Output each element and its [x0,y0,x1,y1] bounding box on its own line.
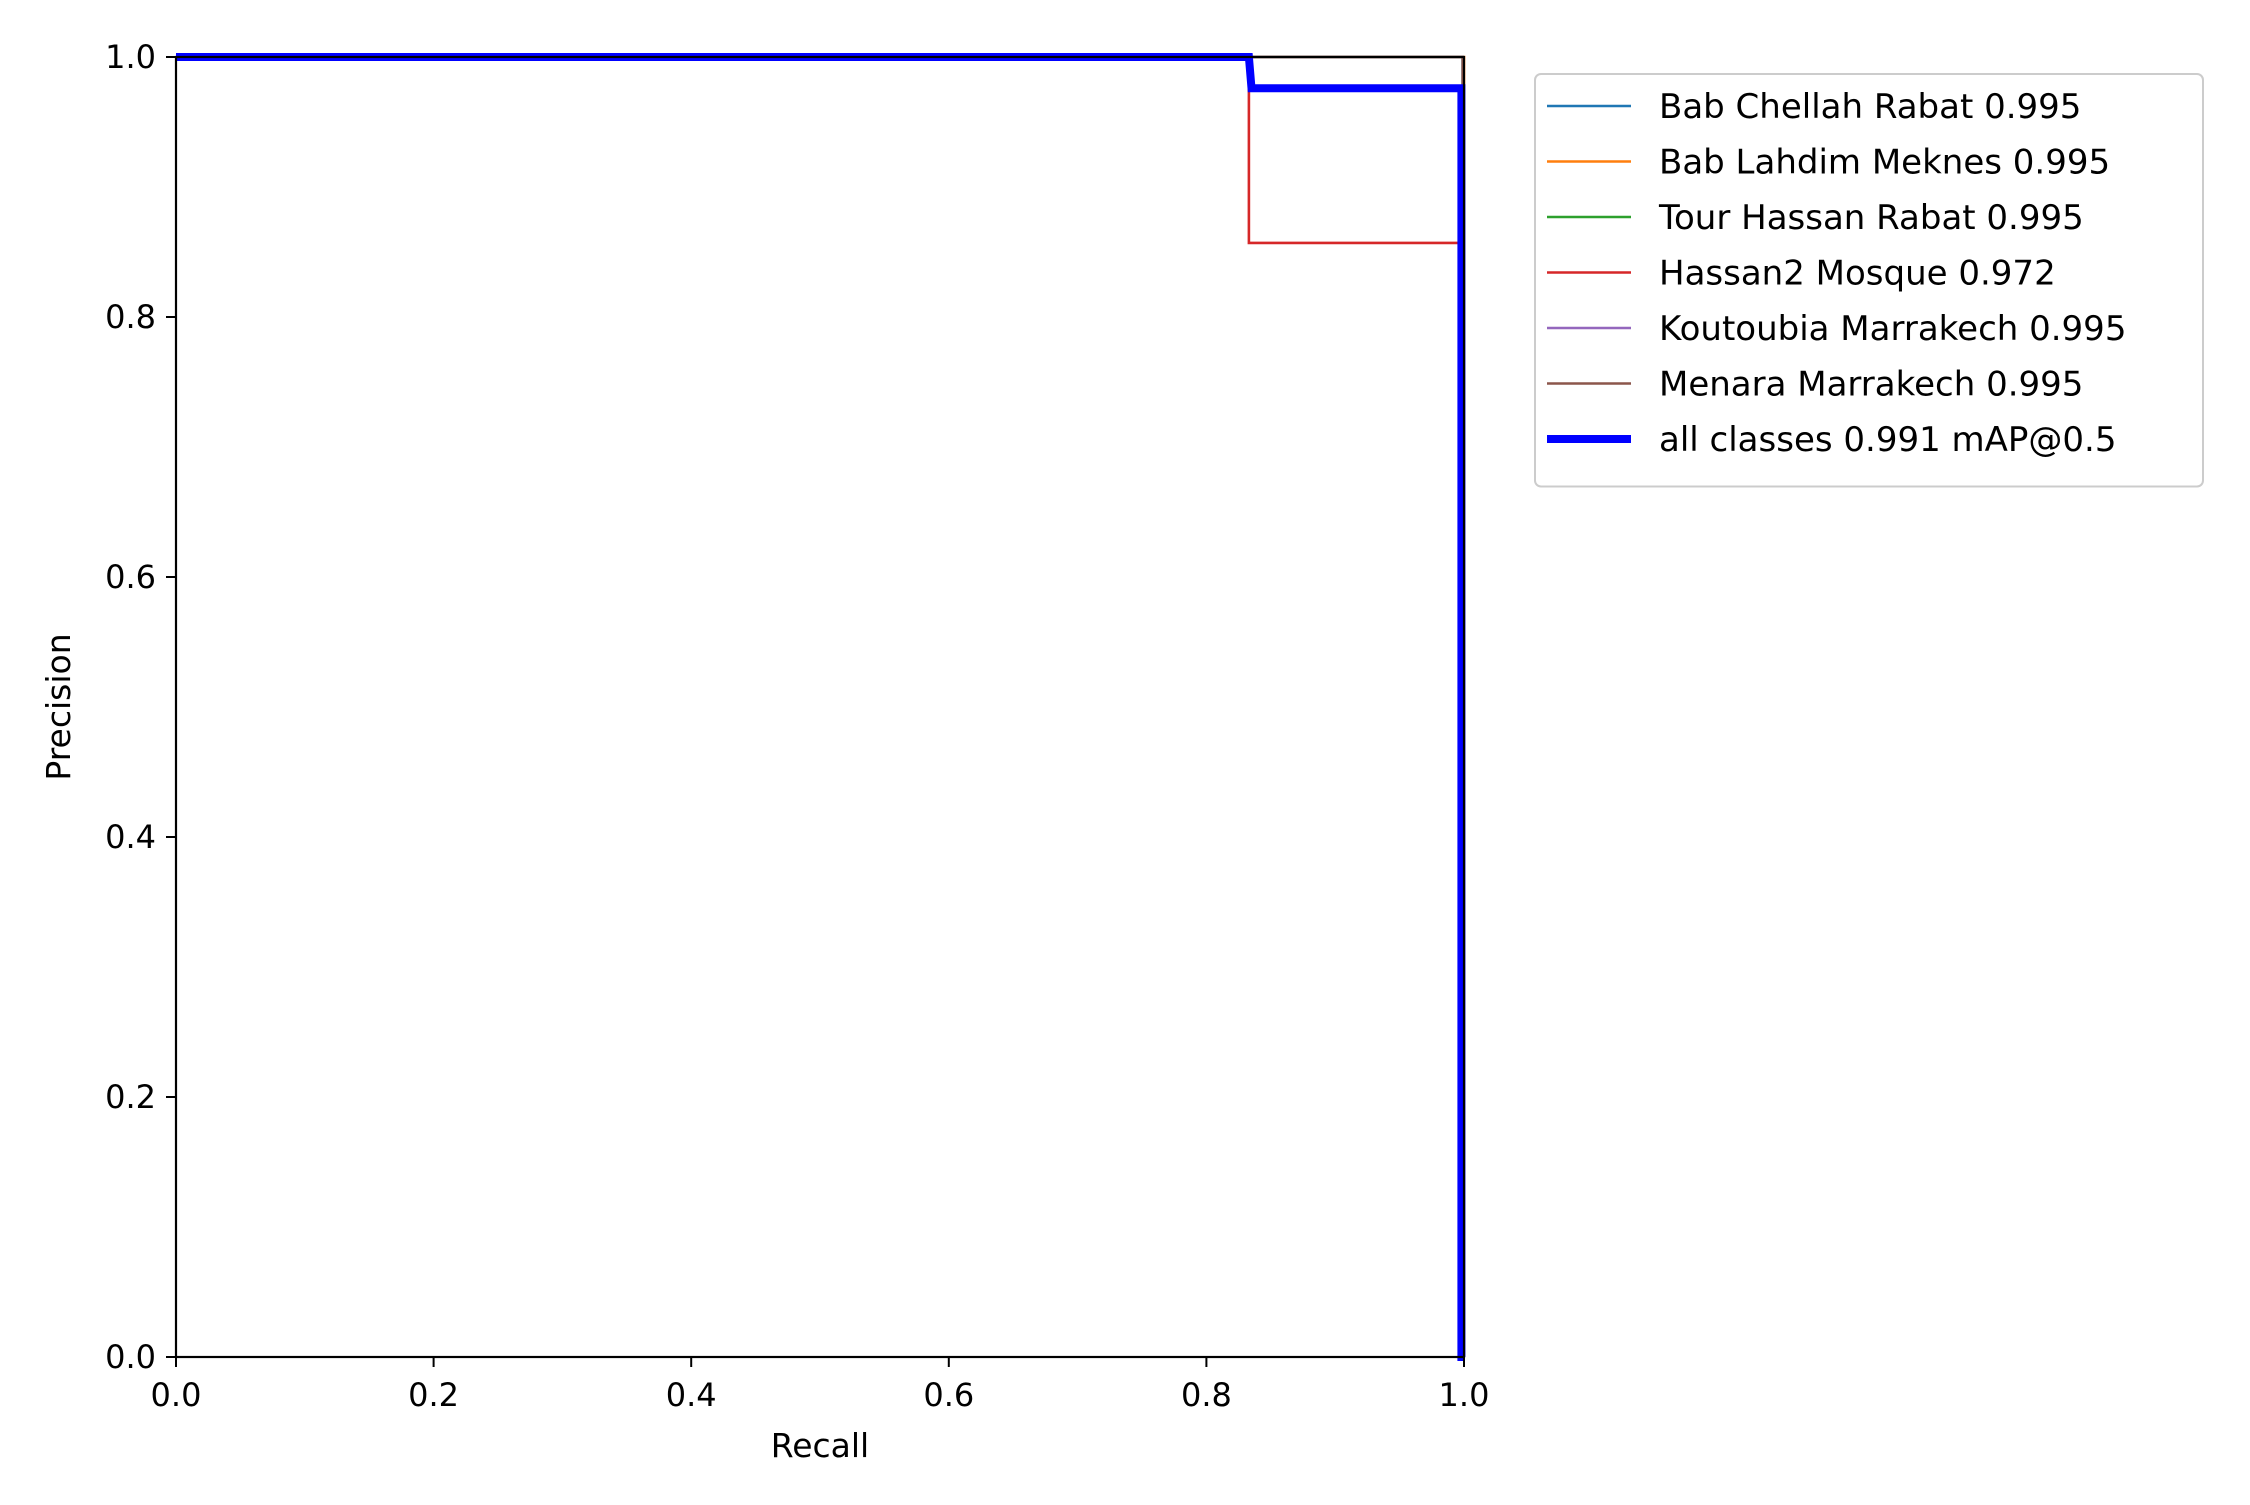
series-line-bab-lahdim-meknes-0-995 [176,55,1466,1357]
series-line-koutoubia-marrakech-0-995 [176,55,1464,1359]
x-tick-label: 0.0 [151,1376,202,1414]
legend-label-koutoubia-marrakech-0-995: Koutoubia Marrakech 0.995 [1659,309,2126,349]
y-axis-label: Precision [39,633,78,780]
x-tick-label: 0.4 [666,1376,717,1414]
legend-label-menara-marrakech-0-995: Menara Marrakech 0.995 [1659,365,2083,405]
legend: Bab Chellah Rabat 0.995 Bab Lahdim Meknes… [1534,73,2204,488]
plot-lines [176,53,1466,1361]
y-tick-label: 0.4 [105,818,156,856]
series-line-menara-marrakech-0-995 [176,55,1464,1359]
y-tick-label: 0.8 [105,298,156,336]
y-tick-label: 0.6 [105,558,156,596]
series-line-bab-chellah-rabat-0-995 [176,55,1464,1359]
legend-box [1534,73,2204,488]
series-line-all-classes-0-991-map-0-5 [176,53,1466,1361]
x-tick-label: 1.0 [1439,1376,1490,1414]
legend-label-bab-lahdim-meknes-0-995: Bab Lahdim Meknes 0.995 [1659,143,2110,183]
x-tick-label: 0.6 [923,1376,974,1414]
legend-label-tour-hassan-rabat-0-995: Tour Hassan Rabat 0.995 [1658,198,2084,238]
legend-label-hassan2-mosque-0-972: Hassan2 Mosque 0.972 [1659,254,2056,294]
series-line-tour-hassan-rabat-0-995 [176,55,1464,1359]
y-tick-label: 1.0 [105,38,156,76]
y-axis-ticks: 0.0 0.2 0.4 0.6 0.8 1.0 [105,38,176,1376]
legend-label-all-classes-0-991-map-0-5: all classes 0.991 mAP@0.5 [1659,420,2116,460]
x-axis-label: Recall [771,1426,869,1465]
plot-frame [174,55,1466,1359]
y-tick-label: 0.0 [105,1338,156,1376]
legend-items: Bab Chellah Rabat 0.995 Bab Lahdim Meknes… [1547,87,2126,460]
x-axis-ticks: 0.0 0.2 0.4 0.6 0.8 1.0 [151,1357,1490,1414]
y-tick-label: 0.2 [105,1078,156,1116]
series-line-hassan2-mosque-0-972 [176,55,1464,1359]
x-tick-label: 0.2 [408,1376,459,1414]
x-tick-label: 0.8 [1181,1376,1232,1414]
legend-label-bab-chellah-rabat-0-995: Bab Chellah Rabat 0.995 [1659,87,2081,127]
